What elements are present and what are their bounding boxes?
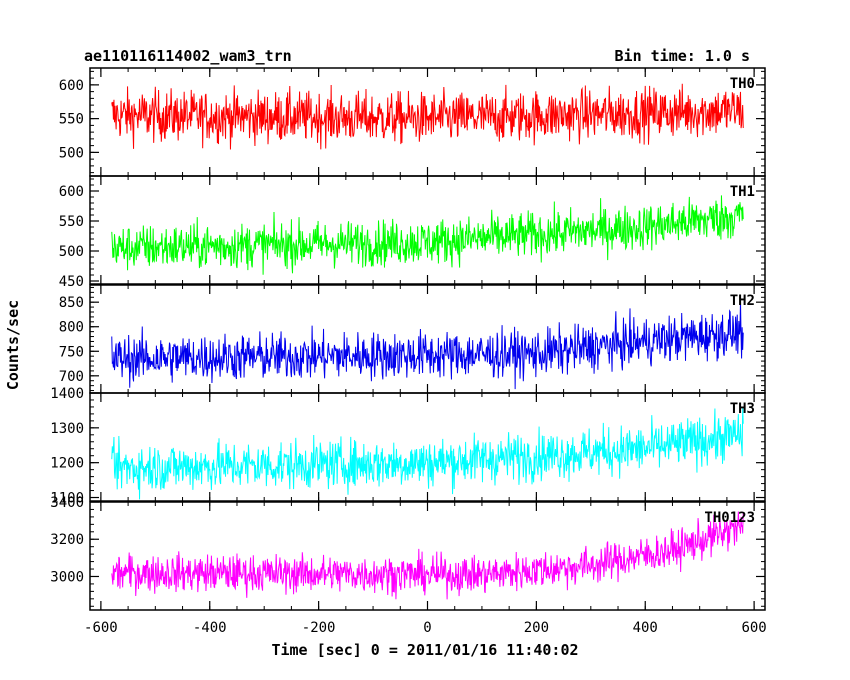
y-tick-label: 750 [59, 344, 84, 360]
x-tick-label: 0 [423, 620, 431, 636]
y-tick-label: 600 [59, 78, 84, 94]
y-tick-label: 3200 [50, 532, 84, 548]
x-tick-label: -200 [302, 620, 336, 636]
panel-name-label: TH0123 [704, 510, 755, 526]
y-tick-label: 450 [59, 274, 84, 290]
y-tick-label: 800 [59, 320, 84, 336]
panel-th0123: 3000 3200 3400 TH0123 [50, 495, 766, 611]
panel-th2: 700 750 800 850 TH2 [59, 284, 766, 394]
y-tick-label: 3400 [50, 495, 84, 511]
y-tick-label: 550 [59, 112, 84, 128]
series-th2 [111, 300, 744, 390]
x-tick-label: -400 [193, 620, 227, 636]
panels-group: 500 550 600 TH0 450 500 550 600 TH1 700 750 800 850 T… [50, 67, 767, 636]
panel-name-label: TH1 [730, 184, 755, 200]
y-tick-label: 1200 [50, 456, 84, 472]
panel-frame [89, 284, 766, 394]
x-tick-label: -600 [84, 620, 118, 636]
x-tick-label: 600 [741, 620, 766, 636]
series-th1 [111, 195, 744, 275]
panel-th0: 500 550 600 TH0 [59, 67, 766, 177]
x-tick-label: 400 [633, 620, 658, 636]
y-tick-label: 1400 [50, 386, 84, 402]
y-tick-label: 500 [59, 145, 84, 161]
bin-time-label: Bin time: 1.0 s [615, 47, 750, 65]
panel-th1: 450 500 550 600 TH1 [59, 175, 766, 290]
y-tick-label: 500 [59, 244, 84, 260]
y-tick-label: 850 [59, 295, 84, 311]
y-tick-label: 700 [59, 369, 84, 385]
series-th0123 [111, 511, 744, 600]
chart-title: ae110116114002_wam3_trn [84, 47, 292, 65]
x-axis-title: Time [sec] 0 = 2011/01/16 11:40:02 [271, 641, 578, 659]
y-tick-label: 1300 [50, 421, 84, 437]
panel-name-label: TH3 [730, 401, 755, 417]
x-tick-label: 200 [524, 620, 549, 636]
y-tick-label: 1100 [50, 491, 84, 507]
series-th3 [111, 406, 744, 500]
y-tick-label: 550 [59, 214, 84, 230]
y-tick-label: 3000 [50, 569, 84, 585]
y-tick-label: 600 [59, 184, 84, 200]
panel-name-label: TH2 [730, 293, 755, 309]
y-axis-title: Counts/sec [4, 300, 22, 390]
panel-th3: 1100 1200 1300 1400 TH3 [50, 386, 766, 507]
panel-name-label: TH0 [730, 76, 755, 92]
series-th0 [111, 83, 744, 150]
